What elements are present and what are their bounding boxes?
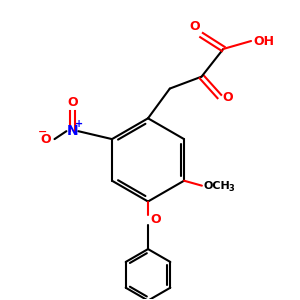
Text: +: + — [75, 119, 83, 129]
Text: 3: 3 — [229, 184, 234, 193]
Text: O: O — [189, 20, 200, 33]
Text: OH: OH — [253, 34, 274, 47]
Text: O: O — [40, 133, 51, 146]
Text: O: O — [222, 91, 233, 104]
Text: −: − — [38, 127, 47, 137]
Text: O: O — [67, 96, 78, 110]
Text: N: N — [67, 124, 78, 138]
Text: O: O — [150, 213, 160, 226]
Text: OCH: OCH — [204, 181, 231, 191]
